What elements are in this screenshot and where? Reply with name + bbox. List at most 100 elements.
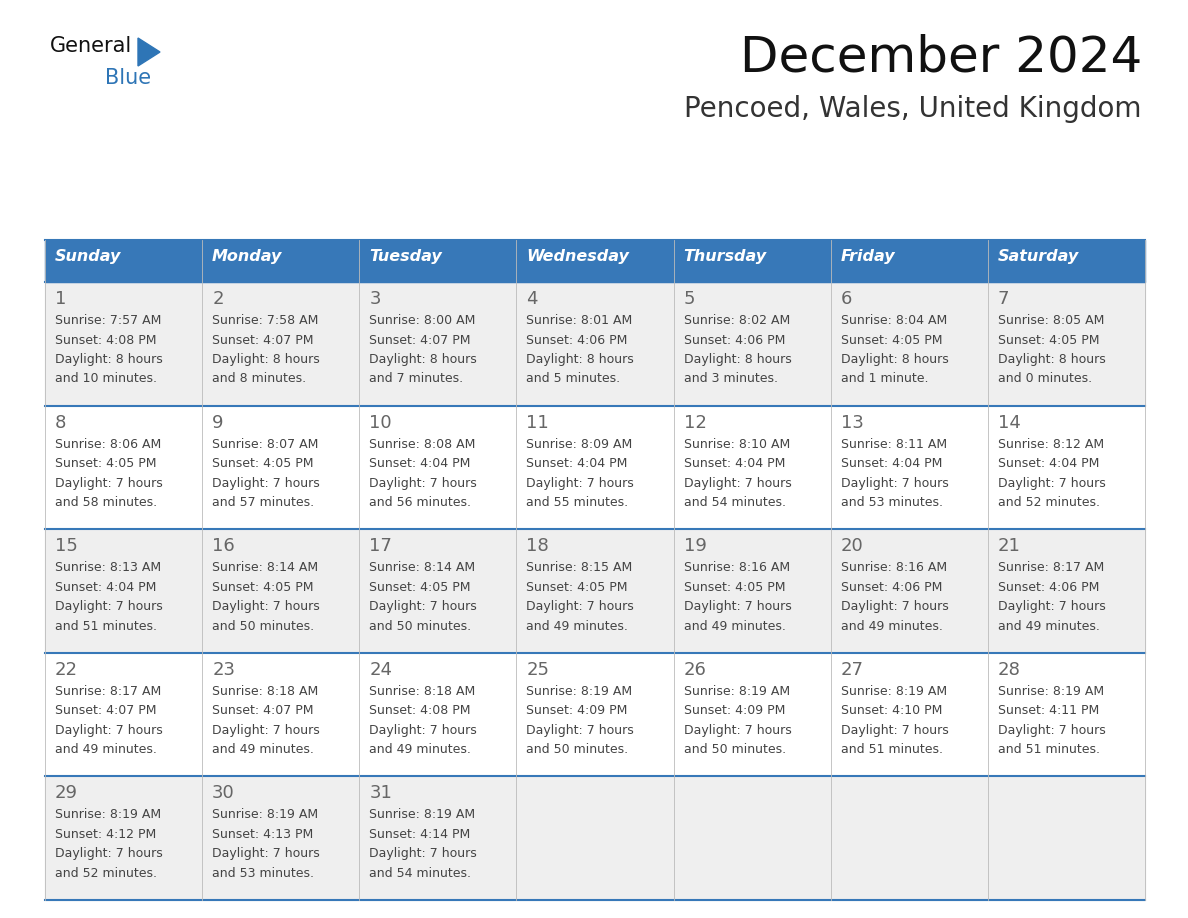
- Text: 23: 23: [213, 661, 235, 678]
- Text: and 50 minutes.: and 50 minutes.: [369, 620, 472, 633]
- Text: Sunrise: 8:10 AM: Sunrise: 8:10 AM: [683, 438, 790, 451]
- Text: Sunrise: 8:01 AM: Sunrise: 8:01 AM: [526, 314, 633, 327]
- Bar: [359, 282, 517, 406]
- Text: 31: 31: [369, 784, 392, 802]
- Text: Sunset: 4:06 PM: Sunset: 4:06 PM: [526, 333, 627, 346]
- Text: Sunset: 4:05 PM: Sunset: 4:05 PM: [55, 457, 157, 470]
- Text: Sunset: 4:04 PM: Sunset: 4:04 PM: [55, 581, 157, 594]
- Text: 2: 2: [213, 290, 223, 308]
- Text: and 57 minutes.: and 57 minutes.: [213, 496, 315, 509]
- Text: Sunrise: 8:19 AM: Sunrise: 8:19 AM: [213, 809, 318, 822]
- Bar: [202, 406, 359, 529]
- Text: Sunset: 4:04 PM: Sunset: 4:04 PM: [841, 457, 942, 470]
- Text: Sunset: 4:08 PM: Sunset: 4:08 PM: [369, 704, 470, 717]
- Text: Sunset: 4:14 PM: Sunset: 4:14 PM: [369, 828, 470, 841]
- Bar: [202, 282, 359, 406]
- Text: Sunset: 4:08 PM: Sunset: 4:08 PM: [55, 333, 157, 346]
- Bar: [45, 653, 202, 777]
- Text: Sunrise: 8:14 AM: Sunrise: 8:14 AM: [213, 561, 318, 574]
- Text: Daylight: 7 hours: Daylight: 7 hours: [683, 723, 791, 737]
- Text: Daylight: 7 hours: Daylight: 7 hours: [55, 476, 163, 489]
- Bar: [988, 529, 1145, 653]
- Text: 30: 30: [213, 784, 235, 802]
- Text: Daylight: 7 hours: Daylight: 7 hours: [55, 723, 163, 737]
- Text: Sunset: 4:05 PM: Sunset: 4:05 PM: [526, 581, 628, 594]
- Text: 5: 5: [683, 290, 695, 308]
- Text: and 49 minutes.: and 49 minutes.: [369, 744, 472, 756]
- Text: Daylight: 7 hours: Daylight: 7 hours: [213, 476, 320, 489]
- Text: 29: 29: [55, 784, 78, 802]
- Bar: [830, 240, 988, 282]
- Text: Daylight: 7 hours: Daylight: 7 hours: [213, 847, 320, 860]
- Text: Daylight: 8 hours: Daylight: 8 hours: [213, 353, 320, 366]
- Text: Sunrise: 8:18 AM: Sunrise: 8:18 AM: [213, 685, 318, 698]
- Text: and 50 minutes.: and 50 minutes.: [213, 620, 315, 633]
- Text: Sunset: 4:06 PM: Sunset: 4:06 PM: [998, 581, 1099, 594]
- Bar: [674, 653, 830, 777]
- Text: 18: 18: [526, 537, 549, 555]
- Text: Sunset: 4:04 PM: Sunset: 4:04 PM: [369, 457, 470, 470]
- Text: and 3 minutes.: and 3 minutes.: [683, 373, 778, 386]
- Text: Sunrise: 8:17 AM: Sunrise: 8:17 AM: [55, 685, 162, 698]
- Text: December 2024: December 2024: [740, 33, 1142, 81]
- Text: Friday: Friday: [841, 249, 896, 263]
- Bar: [359, 529, 517, 653]
- Text: and 50 minutes.: and 50 minutes.: [526, 744, 628, 756]
- Text: and 7 minutes.: and 7 minutes.: [369, 373, 463, 386]
- Text: 9: 9: [213, 414, 223, 431]
- Bar: [674, 240, 830, 282]
- Text: Sunset: 4:07 PM: Sunset: 4:07 PM: [369, 333, 470, 346]
- Bar: [202, 529, 359, 653]
- Bar: [830, 777, 988, 900]
- Text: and 52 minutes.: and 52 minutes.: [998, 496, 1100, 509]
- Text: Sunrise: 8:13 AM: Sunrise: 8:13 AM: [55, 561, 162, 574]
- Text: Sunrise: 8:06 AM: Sunrise: 8:06 AM: [55, 438, 162, 451]
- Text: Sunrise: 8:04 AM: Sunrise: 8:04 AM: [841, 314, 947, 327]
- Text: Daylight: 7 hours: Daylight: 7 hours: [526, 476, 634, 489]
- Text: and 54 minutes.: and 54 minutes.: [683, 496, 785, 509]
- Text: and 8 minutes.: and 8 minutes.: [213, 373, 307, 386]
- Text: Sunset: 4:13 PM: Sunset: 4:13 PM: [213, 828, 314, 841]
- Text: Daylight: 7 hours: Daylight: 7 hours: [998, 600, 1106, 613]
- Text: Sunrise: 8:19 AM: Sunrise: 8:19 AM: [841, 685, 947, 698]
- Text: Daylight: 7 hours: Daylight: 7 hours: [526, 600, 634, 613]
- Bar: [830, 529, 988, 653]
- Text: 7: 7: [998, 290, 1010, 308]
- Bar: [988, 406, 1145, 529]
- Text: and 51 minutes.: and 51 minutes.: [998, 744, 1100, 756]
- Text: Sunset: 4:11 PM: Sunset: 4:11 PM: [998, 704, 1099, 717]
- Text: and 55 minutes.: and 55 minutes.: [526, 496, 628, 509]
- Bar: [988, 282, 1145, 406]
- Text: Sunrise: 8:12 AM: Sunrise: 8:12 AM: [998, 438, 1104, 451]
- Text: Sunrise: 8:05 AM: Sunrise: 8:05 AM: [998, 314, 1104, 327]
- Text: and 5 minutes.: and 5 minutes.: [526, 373, 620, 386]
- Bar: [988, 240, 1145, 282]
- Text: Daylight: 7 hours: Daylight: 7 hours: [55, 847, 163, 860]
- Text: 26: 26: [683, 661, 707, 678]
- Text: 3: 3: [369, 290, 381, 308]
- Text: Daylight: 8 hours: Daylight: 8 hours: [526, 353, 634, 366]
- Text: Sunset: 4:07 PM: Sunset: 4:07 PM: [213, 704, 314, 717]
- Bar: [830, 653, 988, 777]
- Text: 4: 4: [526, 290, 538, 308]
- Text: and 58 minutes.: and 58 minutes.: [55, 496, 157, 509]
- Text: Sunset: 4:12 PM: Sunset: 4:12 PM: [55, 828, 157, 841]
- Text: and 1 minute.: and 1 minute.: [841, 373, 928, 386]
- Text: and 49 minutes.: and 49 minutes.: [998, 620, 1100, 633]
- Bar: [45, 529, 202, 653]
- Text: Sunrise: 8:16 AM: Sunrise: 8:16 AM: [683, 561, 790, 574]
- Text: Daylight: 7 hours: Daylight: 7 hours: [369, 723, 478, 737]
- Text: 27: 27: [841, 661, 864, 678]
- Bar: [359, 240, 517, 282]
- Bar: [674, 529, 830, 653]
- Text: Sunset: 4:05 PM: Sunset: 4:05 PM: [213, 581, 314, 594]
- Text: and 50 minutes.: and 50 minutes.: [683, 744, 785, 756]
- Text: General: General: [50, 36, 132, 56]
- Text: Sunrise: 8:17 AM: Sunrise: 8:17 AM: [998, 561, 1104, 574]
- Bar: [202, 777, 359, 900]
- Text: 21: 21: [998, 537, 1020, 555]
- Text: 22: 22: [55, 661, 78, 678]
- Bar: [988, 653, 1145, 777]
- Text: Sunset: 4:06 PM: Sunset: 4:06 PM: [841, 581, 942, 594]
- Text: 15: 15: [55, 537, 78, 555]
